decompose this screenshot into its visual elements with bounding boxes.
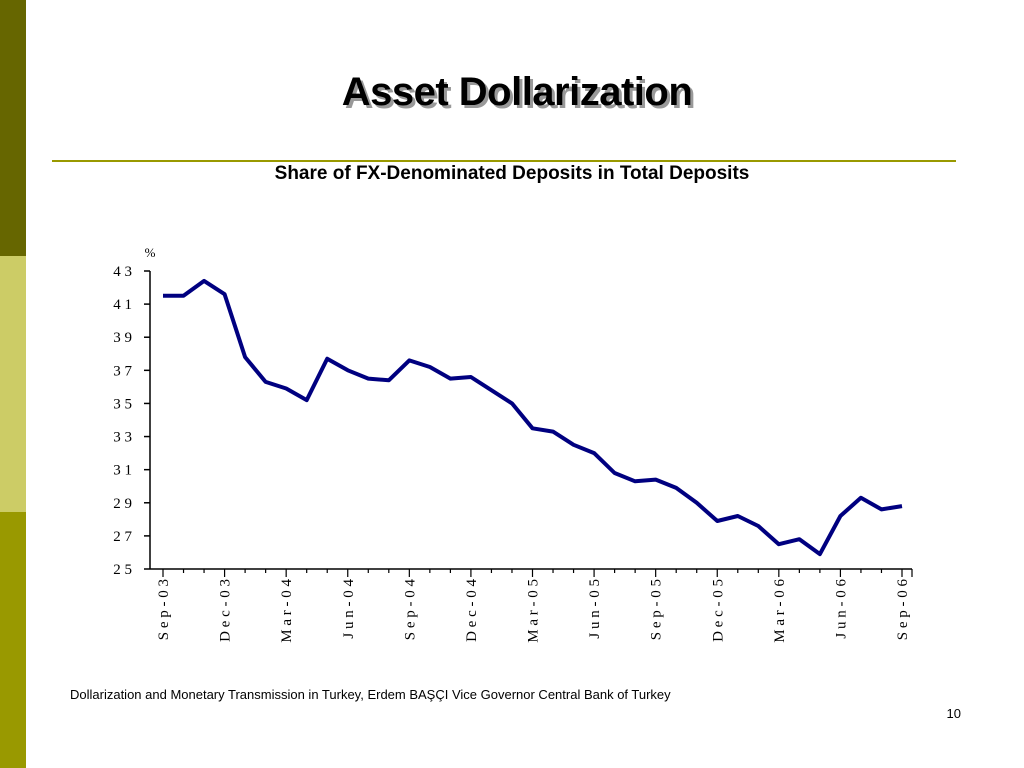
x-tick-label: D e c - 0 4 (464, 579, 480, 642)
x-tick-label: M a r - 0 4 (279, 579, 295, 643)
y-tick-label: 3 3 (113, 430, 132, 446)
chart-title: Share of FX-Denominated Deposits in Tota… (274, 163, 750, 184)
y-tick-label: 2 5 (113, 562, 132, 578)
x-tick-label: S e p - 0 4 (402, 579, 418, 641)
page-number: 10 (946, 706, 961, 721)
y-tick-label: 2 9 (113, 496, 132, 512)
line-chart: 2 5 2 7 2 9 3 1 3 3 3 5 3 7 3 9 4 1 4 3% S e p - 0… (113, 245, 913, 643)
y-tick-label: 4 1 (113, 297, 132, 313)
y-tick-label: 3 9 (113, 330, 132, 346)
series-line (163, 278, 903, 557)
slide-title: Asset Dollarization (341, 70, 693, 114)
x-tick-label: M a r - 0 6 (772, 579, 788, 643)
x-tick-label: J u n - 0 6 (833, 579, 849, 639)
footer-text: Dollarization and Monetary Transmission … (70, 687, 671, 702)
y-tick-label: 3 7 (113, 363, 132, 379)
x-tick-label: S e p - 0 3 (156, 579, 172, 640)
x-tick-label: J u n - 0 4 (341, 579, 357, 639)
y-tick-label: 3 5 (113, 396, 132, 412)
x-tick-label: S e p - 0 5 (649, 579, 665, 640)
x-tick-label: J u n - 0 5 (587, 579, 603, 639)
x-tick-label: M a r - 0 5 (526, 579, 542, 643)
side-band-middle (0, 256, 26, 512)
y-tick-label: 3 1 (113, 463, 132, 479)
side-band-bottom (0, 512, 26, 768)
y-tick-label: 2 7 (113, 529, 132, 545)
title-rule (52, 160, 956, 162)
side-band-top (0, 0, 26, 256)
y-axis-unit-label: % (145, 245, 156, 260)
x-tick-label: S e p - 0 6 (895, 579, 911, 641)
x-tick-label: D e c - 0 3 (218, 579, 234, 642)
x-tick-label: D e c - 0 5 (710, 579, 726, 642)
y-tick-label: 4 3 (113, 264, 132, 280)
